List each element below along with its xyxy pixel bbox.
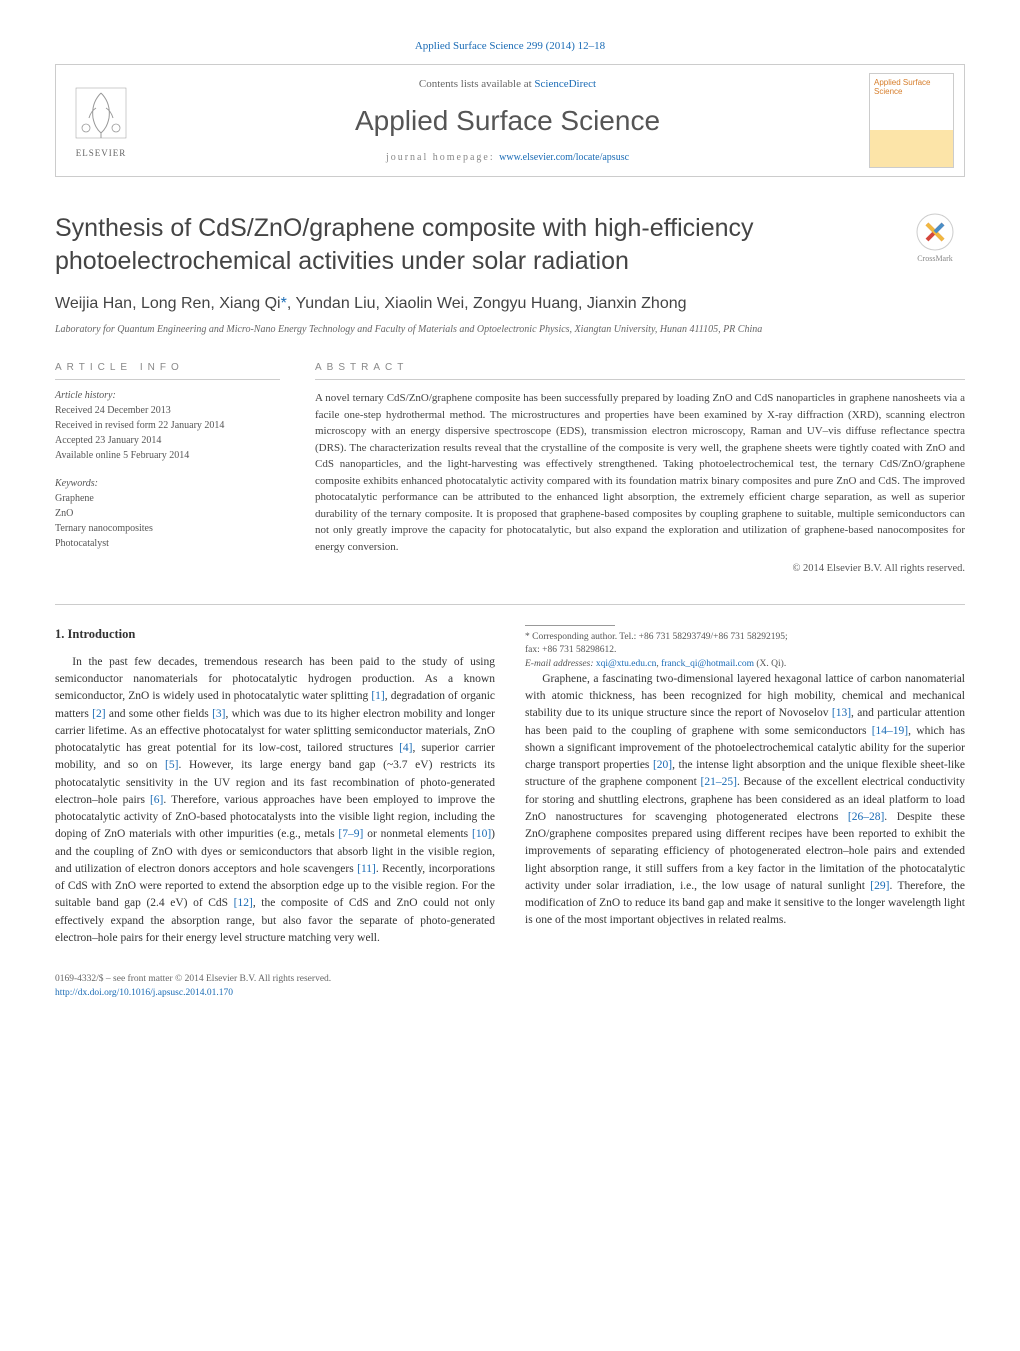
journal-header: ELSEVIER Contents lists available at Sci…: [55, 64, 965, 177]
history-accepted: Accepted 23 January 2014: [55, 433, 280, 448]
article-title: Synthesis of CdS/ZnO/graphene composite …: [55, 212, 885, 277]
citation-link[interactable]: [14–19]: [872, 725, 908, 737]
citation-link[interactable]: [11]: [357, 863, 376, 875]
citation-link[interactable]: [10]: [472, 828, 491, 840]
corresponding-footnote: * Corresponding author. Tel.: +86 731 58…: [525, 631, 965, 671]
citation-link[interactable]: [1]: [371, 690, 384, 702]
citation-link[interactable]: [3]: [212, 708, 225, 720]
body-paragraph: Graphene, a fascinating two-dimensional …: [525, 671, 965, 930]
homepage-line: journal homepage: www.elsevier.com/locat…: [146, 152, 869, 163]
body-paragraph: In the past few decades, tremendous rese…: [55, 654, 495, 947]
citation-link[interactable]: [13]: [832, 707, 851, 719]
contents-line: Contents lists available at ScienceDirec…: [146, 78, 869, 90]
sciencedirect-link[interactable]: ScienceDirect: [534, 78, 596, 90]
email-link[interactable]: franck_qi@hotmail.com: [661, 659, 754, 669]
footnote-separator: [525, 625, 615, 626]
intro-heading: 1. Introduction: [55, 625, 495, 644]
keyword: Ternary nanocomposites: [55, 521, 280, 536]
citation-link[interactable]: [20]: [653, 759, 672, 771]
abstract: abstract A novel ternary CdS/ZnO/graphen…: [315, 362, 965, 574]
citation-link[interactable]: [26–28]: [848, 811, 884, 823]
article-info: article info Article history: Received 2…: [55, 362, 280, 574]
footer-info: 0169-4332/$ – see front matter © 2014 El…: [55, 973, 965, 1000]
abstract-copyright: © 2014 Elsevier B.V. All rights reserved…: [315, 563, 965, 574]
history-label: Article history:: [55, 390, 280, 401]
keywords-label: Keywords:: [55, 478, 280, 489]
history-online: Available online 5 February 2014: [55, 448, 280, 463]
citation-link[interactable]: [2]: [92, 708, 105, 720]
authors: Weijia Han, Long Ren, Xiang Qi*, Yundan …: [55, 295, 965, 313]
citation-link[interactable]: [29]: [870, 880, 889, 892]
keyword: ZnO: [55, 506, 280, 521]
journal-reference: Applied Surface Science 299 (2014) 12–18: [55, 40, 965, 52]
citation-link[interactable]: [4]: [399, 742, 412, 754]
history-revised: Received in revised form 22 January 2014: [55, 418, 280, 433]
affiliation: Laboratory for Quantum Engineering and M…: [55, 323, 965, 337]
abstract-text: A novel ternary CdS/ZnO/graphene composi…: [315, 390, 965, 555]
homepage-link[interactable]: www.elsevier.com/locate/apsusc: [499, 152, 629, 163]
keyword: Graphene: [55, 491, 280, 506]
elsevier-tree-icon: [71, 83, 131, 143]
keyword: Photocatalyst: [55, 536, 280, 551]
elsevier-label: ELSEVIER: [61, 148, 141, 158]
citation-link[interactable]: [12]: [234, 897, 253, 909]
doi-link[interactable]: http://dx.doi.org/10.1016/j.apsusc.2014.…: [55, 988, 233, 998]
citation-link[interactable]: [5]: [165, 759, 178, 771]
section-divider: [55, 604, 965, 605]
crossmark-icon: [915, 212, 955, 252]
history-received: Received 24 December 2013: [55, 403, 280, 418]
citation-link[interactable]: [21–25]: [701, 776, 737, 788]
journal-cover-thumb: Applied Surface Science: [869, 73, 954, 168]
abstract-label: abstract: [315, 362, 965, 380]
elsevier-logo: ELSEVIER: [56, 78, 146, 163]
journal-ref-link[interactable]: Applied Surface Science 299 (2014) 12–18: [415, 40, 605, 52]
crossmark-badge[interactable]: CrossMark: [905, 212, 965, 263]
article-info-label: article info: [55, 362, 280, 380]
citation-link[interactable]: [7–9]: [338, 828, 363, 840]
citation-link[interactable]: [6]: [150, 794, 163, 806]
issn-line: 0169-4332/$ – see front matter © 2014 El…: [55, 973, 965, 986]
body-text: 1. Introduction In the past few decades,…: [55, 625, 965, 948]
journal-title: Applied Surface Science: [146, 105, 869, 137]
email-link[interactable]: xqi@xtu.edu.cn: [596, 659, 656, 669]
